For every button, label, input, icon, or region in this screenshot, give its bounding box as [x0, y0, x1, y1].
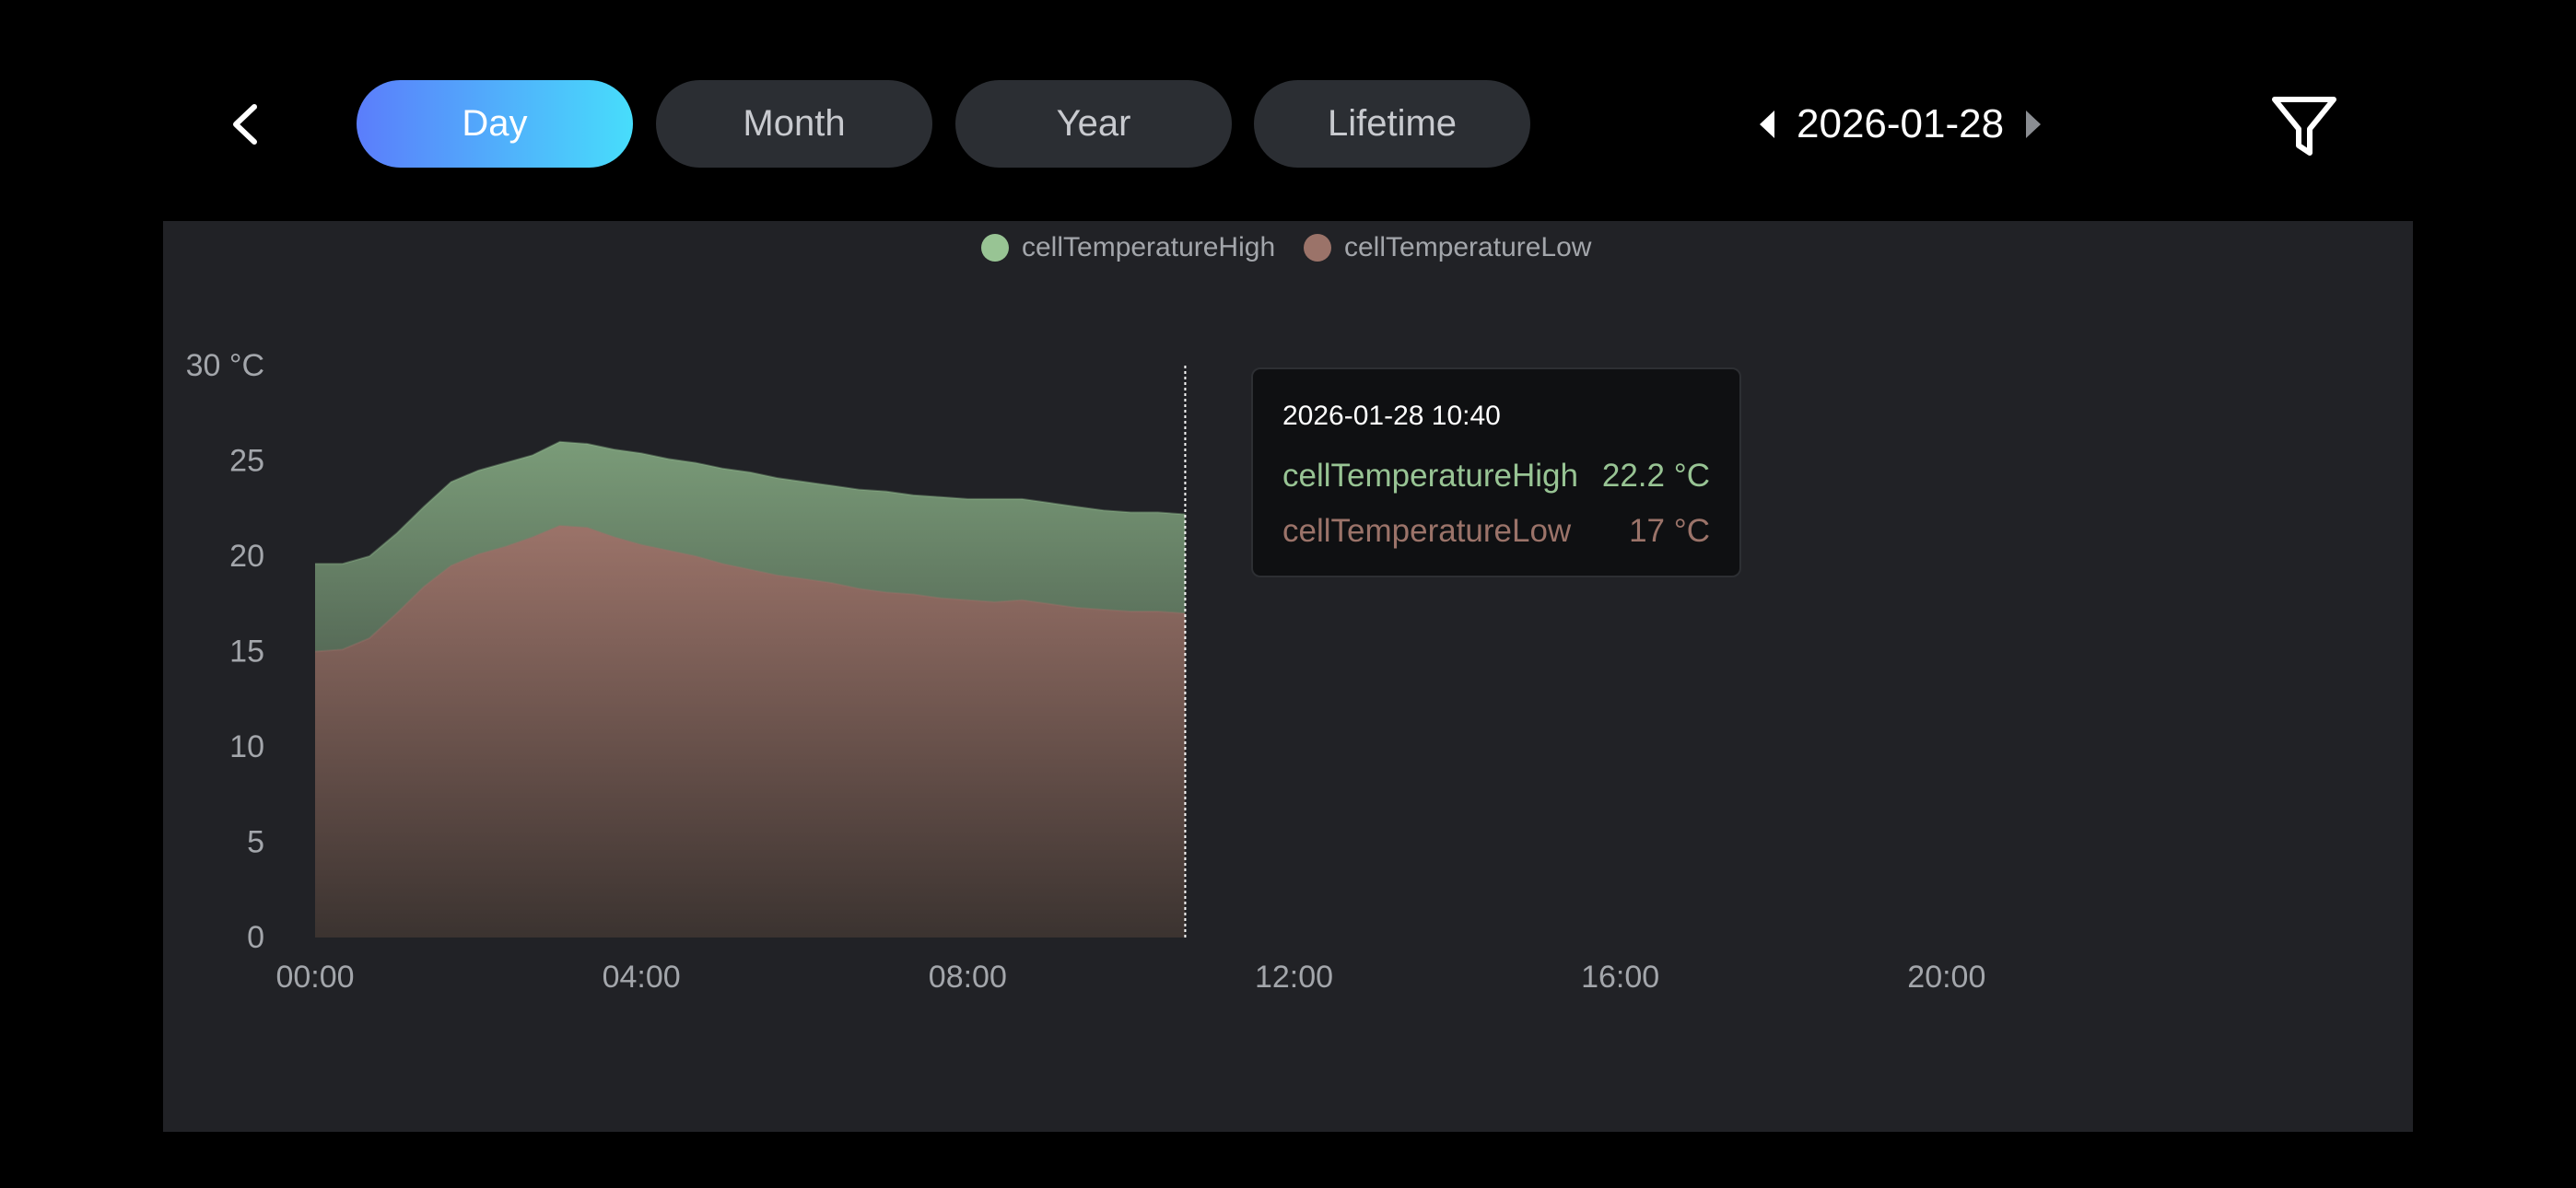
next-date-button[interactable]: [2017, 92, 2050, 157]
x-tick-label: 04:00: [603, 960, 681, 995]
chart-panel: 0 5 10 15 20 25 30 °C 00:00 04:00 08:00 12:00 16:0…: [163, 221, 2413, 1132]
tab-day[interactable]: Day: [357, 80, 633, 168]
triangle-left-icon: [1760, 111, 1774, 138]
legend-item-high[interactable]: cellTemperatureHigh: [981, 232, 1275, 263]
legend-label-low: cellTemperatureLow: [1344, 232, 1592, 262]
filter-button[interactable]: [2269, 92, 2339, 162]
filter-icon: [2272, 97, 2336, 156]
temperature-area-chart[interactable]: 0 5 10 15 20 25 30 °C 00:00 04:00 08:00 12:00 16:0…: [163, 221, 2413, 1132]
y-tick-label: 30 °C: [186, 348, 264, 383]
y-tick-label: 25: [229, 444, 264, 479]
x-tick-label: 20:00: [1907, 960, 1985, 995]
x-tick-label: 12:00: [1255, 960, 1333, 995]
y-tick-label: 5: [247, 825, 264, 860]
legend-item-low[interactable]: cellTemperatureLow: [1304, 232, 1591, 263]
y-axis: 0 5 10 15 20 25 30 °C: [186, 348, 264, 955]
x-tick-label: 08:00: [929, 960, 1007, 995]
tab-lifetime[interactable]: Lifetime: [1254, 80, 1530, 168]
tab-month[interactable]: Month: [656, 80, 932, 168]
back-button[interactable]: [217, 92, 273, 157]
y-tick-label: 20: [229, 539, 264, 574]
triangle-right-icon: [2026, 111, 2042, 138]
date-navigator: 2026-01-28: [1751, 92, 2050, 157]
toolbar: Day Month Year Lifetime 2026-01-28: [0, 0, 2576, 221]
series-area-low: [315, 525, 1186, 938]
x-tick-label: 16:00: [1581, 960, 1659, 995]
chevron-left-icon: [233, 104, 257, 145]
current-date[interactable]: 2026-01-28: [1797, 101, 2005, 146]
x-tick-label: 00:00: [275, 960, 354, 995]
y-tick-label: 0: [247, 920, 264, 955]
legend: cellTemperatureHigh cellTemperatureLow: [163, 221, 2413, 276]
series-line-high: [315, 440, 1186, 565]
legend-label-high: cellTemperatureHigh: [1022, 232, 1276, 262]
tooltip-series-name-high: cellTemperatureHigh: [1282, 458, 1578, 494]
series-layer: [314, 440, 1186, 938]
tooltip-time: 2026-01-28 10:40: [1282, 401, 1501, 431]
x-axis: 00:00 04:00 08:00 12:00 16:00 20:00: [275, 960, 1985, 995]
tooltip-value-low: 17 °C: [1629, 513, 1710, 549]
tooltip-value-high: 22.2 °C: [1601, 458, 1710, 494]
tooltip-row-low: cellTemperatureLow 17 °C: [1282, 504, 1710, 559]
tab-year[interactable]: Year: [955, 80, 1232, 168]
legend-marker-low: [1304, 234, 1331, 262]
legend-marker-high: [981, 234, 1009, 262]
series-line-low: [314, 524, 1186, 653]
tooltip-row-high: cellTemperatureHigh 22.2 °C: [1282, 448, 1710, 504]
chart-tooltip: 2026-01-28 10:40 cellTemperatureHigh 22.…: [1251, 367, 1741, 577]
y-tick-label: 10: [229, 729, 264, 764]
previous-date-button[interactable]: [1751, 92, 1784, 157]
y-tick-label: 15: [229, 635, 264, 670]
tooltip-series-name-low: cellTemperatureLow: [1282, 513, 1572, 549]
